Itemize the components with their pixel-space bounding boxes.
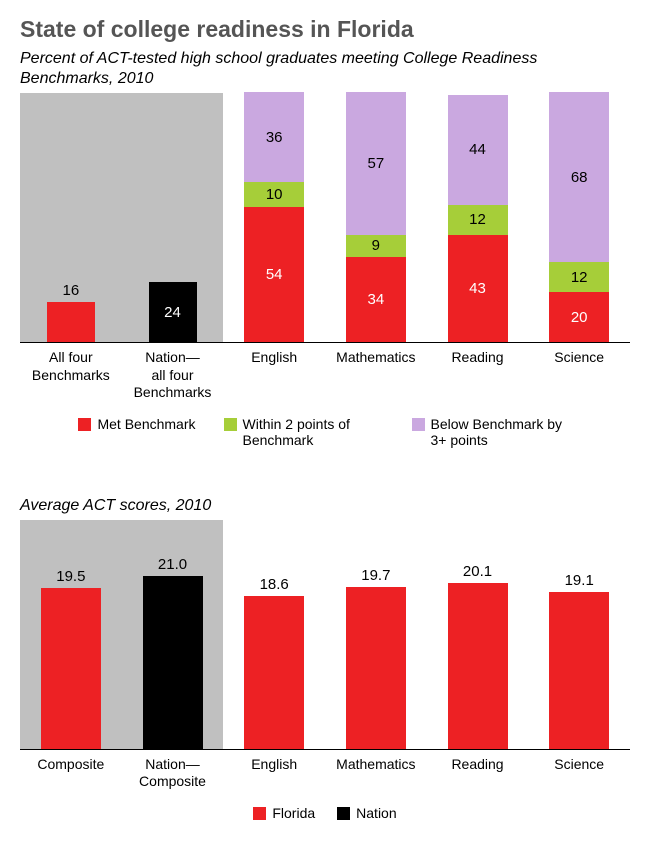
bar-category-label: Nation—Composite: [122, 756, 224, 791]
bar-segment: 34: [346, 257, 406, 342]
bar-category-label: English: [223, 349, 325, 402]
bar-segment: [41, 588, 101, 748]
bar-category-label: Science: [528, 756, 630, 791]
bar-value-label: 21.0: [158, 556, 187, 573]
bar-segment: 44: [448, 95, 508, 205]
legend-label: Met Benchmark: [97, 416, 195, 432]
chart2-bar: 20.1: [427, 520, 529, 749]
bar-category-label: English: [223, 756, 325, 791]
legend-label: Florida: [272, 805, 315, 821]
bar-value-label: 19.7: [361, 567, 390, 584]
legend-label: Below Benchmark by 3+ points: [431, 416, 572, 448]
bar-value-label: 19.1: [565, 572, 594, 589]
bar-category-label: Science: [528, 349, 630, 402]
bar-category-label: Mathematics: [325, 349, 427, 402]
bar-segment: 24: [149, 282, 197, 342]
bar-category-label: Reading: [427, 349, 529, 402]
chart2-bar: 18.6: [223, 520, 325, 749]
chart1-bar: 34957: [325, 93, 427, 342]
bar-value-label: 20.1: [463, 563, 492, 580]
bar-segment: 36: [244, 92, 304, 182]
chart1-bar: 201268: [528, 93, 630, 342]
chart2-bar: 19.1: [528, 520, 630, 749]
bar-value-label: 16: [62, 282, 79, 299]
chart2-plot: 19.5 21.0 18.6 19.7 20.1 19.1: [20, 520, 630, 750]
bar-segment: 20: [549, 292, 609, 342]
bar-segment: 54: [244, 207, 304, 342]
chart2-bar: 19.7: [325, 520, 427, 749]
bar-segment: 43: [448, 235, 508, 343]
bar-category-label: Reading: [427, 756, 529, 791]
page-title: State of college readiness in Florida: [20, 16, 630, 43]
chart2-subtitle: Average ACT scores, 2010: [20, 496, 630, 516]
legend-item: Florida: [253, 805, 315, 821]
legend-label: Nation: [356, 805, 396, 821]
chart1-bar: 541036: [223, 93, 325, 342]
chart2-bar: 19.5: [20, 520, 122, 749]
bar-value-label: 18.6: [260, 576, 289, 593]
legend-swatch: [78, 418, 91, 431]
bar-segment: [346, 587, 406, 749]
bar-segment: 10: [244, 182, 304, 207]
legend-swatch: [253, 807, 266, 820]
bar-segment: [47, 302, 95, 342]
bar-segment: [549, 592, 609, 749]
legend-item: Met Benchmark: [78, 416, 195, 448]
bar-segment: 12: [448, 205, 508, 235]
legend-swatch: [337, 807, 350, 820]
bar-segment: [244, 596, 304, 749]
chart2-legend: Florida Nation: [20, 805, 630, 821]
chart1-bar: 431244: [427, 93, 529, 342]
bar-category-label: All fourBenchmarks: [20, 349, 122, 402]
chart1-plot: 162454103634957431244201268: [20, 93, 630, 343]
legend-label: Within 2 points of Benchmark: [243, 416, 384, 448]
legend-item: Within 2 points of Benchmark: [224, 416, 384, 448]
legend-swatch: [224, 418, 237, 431]
bar-segment: 12: [549, 262, 609, 292]
chart1-subtitle: Percent of ACT-tested high school gradua…: [20, 49, 630, 89]
chart1-bar: 24: [122, 93, 224, 342]
chart2-labels: CompositeNation—CompositeEnglishMathemat…: [20, 756, 630, 791]
bar-category-label: Composite: [20, 756, 122, 791]
bar-segment: 9: [346, 235, 406, 258]
legend-item: Nation: [337, 805, 396, 821]
bar-segment: [143, 576, 203, 749]
bar-value-label: 19.5: [56, 568, 85, 585]
bar-segment: 68: [549, 92, 609, 262]
legend-item: Below Benchmark by 3+ points: [412, 416, 572, 448]
bar-segment: [448, 583, 508, 748]
bar-segment: 57: [346, 92, 406, 235]
bar-category-label: Nation—all fourBenchmarks: [122, 349, 224, 402]
bar-category-label: Mathematics: [325, 756, 427, 791]
chart1-bar: 16: [20, 93, 122, 342]
chart2-bar: 21.0: [122, 520, 224, 749]
legend-swatch: [412, 418, 425, 431]
chart1-legend: Met Benchmark Within 2 points of Benchmar…: [20, 416, 630, 448]
chart1-labels: All fourBenchmarksNation—all fourBenchma…: [20, 349, 630, 402]
